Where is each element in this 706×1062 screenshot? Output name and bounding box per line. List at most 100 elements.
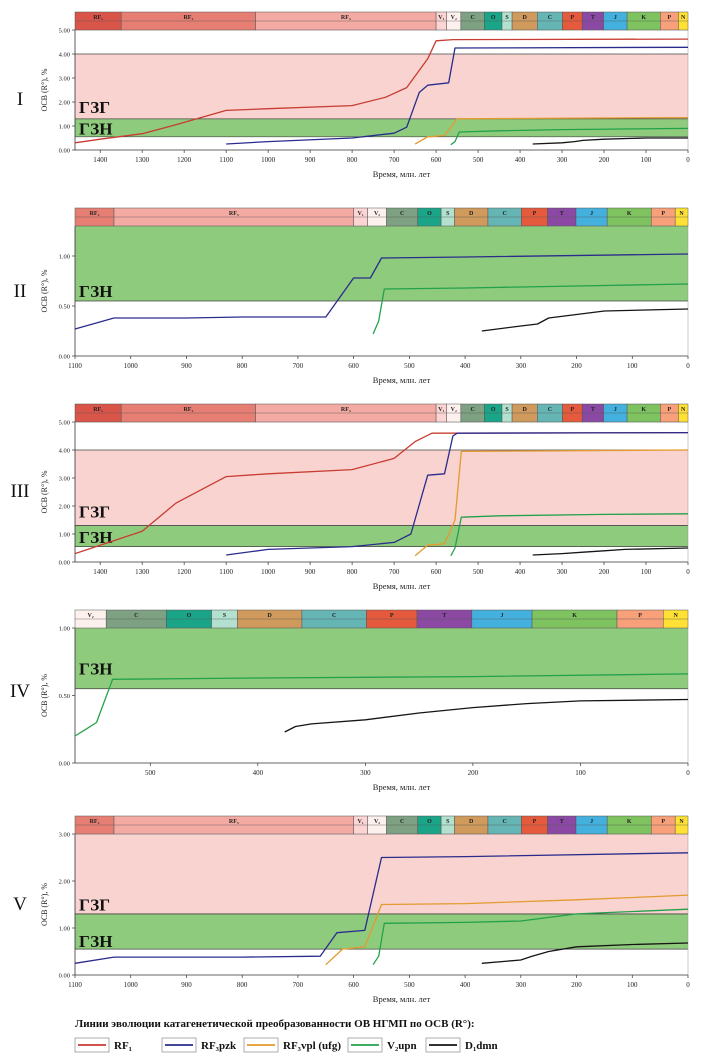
strat-label: S <box>446 819 450 825</box>
legend-item-RF3pzk: RF₃pzk <box>161 1037 237 1053</box>
y-tick-label: 1.00 <box>59 626 70 633</box>
strat-label: C <box>502 819 506 825</box>
y-tick-label: 4.00 <box>59 448 70 455</box>
zone-label: ГЗН <box>79 282 112 301</box>
x-tick-label: 1000 <box>124 362 139 370</box>
series-line-V2upn <box>372 908 689 966</box>
strat-label: O <box>491 15 496 21</box>
panel-label: V <box>13 894 27 915</box>
zone-gzn <box>75 913 688 950</box>
legend-label: RF₃pzk <box>201 1040 237 1052</box>
x-tick-label: 0 <box>686 362 690 370</box>
y-tick-label: 1.00 <box>59 926 70 933</box>
panel-label: IV <box>10 681 30 702</box>
y-tick-label: 2.00 <box>59 879 70 886</box>
x-tick-label: 1400 <box>93 156 108 164</box>
x-tick-label: 400 <box>460 981 471 989</box>
series-line-D1dmn <box>532 137 688 145</box>
x-tick-label: 200 <box>571 362 582 370</box>
strat-label: RF₂ <box>90 211 100 217</box>
y-tick-label: 0.50 <box>59 693 70 700</box>
strat-label: S <box>446 211 450 217</box>
y-tick-label: 0.00 <box>59 761 70 768</box>
x-tick-label: 400 <box>253 769 264 777</box>
zone-label: ГЗГ <box>79 98 110 117</box>
strat-label: V₂ <box>88 613 94 619</box>
strat-label: T <box>560 819 564 825</box>
x-tick-label: 1100 <box>68 362 82 370</box>
series-line-RF1 <box>74 431 689 555</box>
zone-label: ГЗГ <box>79 896 110 915</box>
x-tick-label: 500 <box>404 981 415 989</box>
strat-label: D <box>523 407 528 413</box>
strat-label: C <box>400 819 404 825</box>
legend-label: RF₁ <box>114 1040 132 1052</box>
strat-label: C <box>502 211 506 217</box>
strat-label: RF₃ <box>229 819 239 825</box>
strat-label: V₁ <box>358 211 364 217</box>
x-tick-label: 500 <box>473 156 484 164</box>
strat-label: V₁ <box>438 15 444 21</box>
x-tick-label: 0 <box>686 769 690 777</box>
strat-label: C <box>470 407 474 413</box>
x-axis-label: Время, млн. лет <box>373 581 431 591</box>
strat-label: C <box>134 613 138 619</box>
series-line-RF3vpl <box>414 116 689 145</box>
x-tick-label: 500 <box>473 568 484 576</box>
strat-label: RF₃ <box>229 211 239 217</box>
series-line-RF3vpl <box>414 449 689 557</box>
strat-label: P <box>570 15 574 21</box>
x-tick-label: 600 <box>348 362 359 370</box>
legend: Линии эволюции катагенетической преобраз… <box>74 1018 498 1053</box>
strat-label: S <box>505 15 509 21</box>
strat-bar: RF₂ RF₃ V₁ V₂ C O S D C P T J K P N <box>74 815 689 835</box>
x-tick-label: 1000 <box>261 156 276 164</box>
strat-label: J <box>590 211 593 217</box>
x-tick-label: 1300 <box>135 568 150 576</box>
legend-title: Линии эволюции катагенетической преобраз… <box>75 1018 475 1030</box>
strat-label: D <box>523 15 528 21</box>
series-line-V2upn <box>450 127 689 146</box>
x-tick-label: 1300 <box>135 156 150 164</box>
strat-label: N <box>673 613 678 619</box>
y-tick-label: 3.00 <box>59 476 70 483</box>
strat-label: D <box>267 613 272 619</box>
x-tick-label: 300 <box>557 156 568 164</box>
zone-gzn <box>75 118 688 137</box>
x-tick-label: 800 <box>237 362 248 370</box>
x-tick-label: 100 <box>641 568 652 576</box>
x-tick-label: 100 <box>641 156 652 164</box>
strat-label: J <box>590 819 593 825</box>
strat-label: O <box>187 613 192 619</box>
y-tick-label: 2.00 <box>59 100 70 107</box>
x-tick-label: 800 <box>347 156 358 164</box>
zone-gzg <box>75 54 688 119</box>
strat-label: K <box>627 819 632 825</box>
strat-bar: RF₁ RF₂ RF₃ V₁ V₂ C O S D C P T J K P N <box>74 403 689 423</box>
strat-label: D <box>469 211 474 217</box>
strat-label: K <box>641 15 646 21</box>
x-tick-label: 700 <box>389 568 400 576</box>
strat-label: P <box>533 819 537 825</box>
strat-label: K <box>572 613 577 619</box>
x-axis-label: Время, млн. лет <box>373 994 431 1004</box>
x-tick-label: 900 <box>305 156 316 164</box>
x-axis-label: Время, млн. лет <box>373 782 431 792</box>
legend-items: RF₁ RF₃pzk RF₃vpl (ufg) V₂upn D₁dmn <box>74 1037 498 1053</box>
zone-gzg <box>75 450 688 526</box>
strat-label: J <box>614 407 617 413</box>
x-tick-label: 600 <box>348 981 359 989</box>
x-tick-label: 200 <box>571 981 582 989</box>
strat-label: T <box>591 407 595 413</box>
zone-label: ГЗН <box>79 119 112 138</box>
x-tick-label: 1400 <box>93 568 108 576</box>
strat-label: O <box>491 407 496 413</box>
strat-label: J <box>500 613 503 619</box>
strat-label: C <box>400 211 404 217</box>
x-tick-label: 200 <box>468 769 479 777</box>
strat-label: N <box>681 407 686 413</box>
strat-label: C <box>548 15 552 21</box>
y-tick-label: 1.00 <box>59 532 70 539</box>
